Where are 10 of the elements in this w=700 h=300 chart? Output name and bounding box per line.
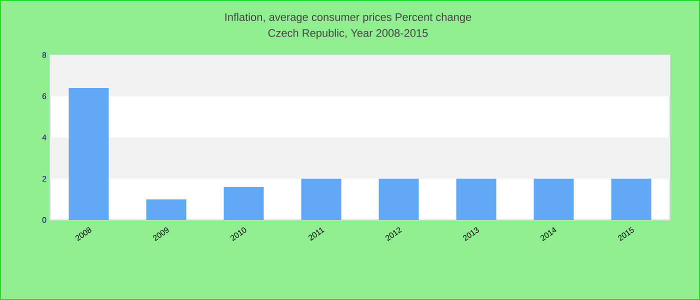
bar (68, 88, 109, 220)
bar (534, 178, 574, 220)
chart-subtitle: Czech Republic, Year 2008-2015 (268, 28, 428, 40)
chart-title: Inflation, average consumer prices Percent change (225, 12, 472, 24)
bar (301, 178, 342, 220)
bar (378, 178, 419, 220)
bar (224, 187, 264, 220)
bar (146, 199, 186, 220)
bar (456, 178, 496, 220)
bar (611, 178, 652, 220)
